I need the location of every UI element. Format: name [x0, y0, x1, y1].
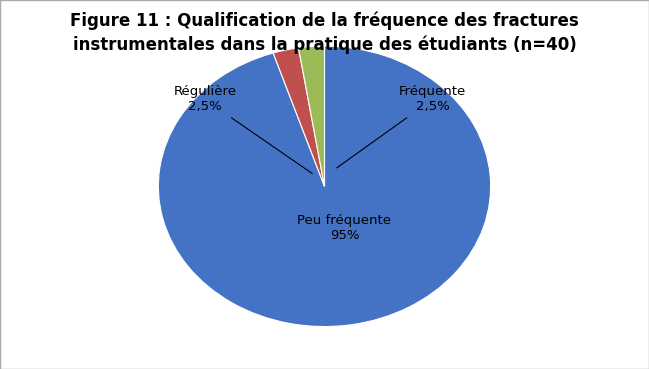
- Text: Fréquente
2,5%: Fréquente 2,5%: [337, 85, 466, 168]
- Wedge shape: [273, 48, 324, 186]
- Text: Peu fréquente
95%: Peu fréquente 95%: [297, 214, 391, 242]
- Text: Figure 11 : Qualification de la fréquence des fractures
instrumentales dans la p: Figure 11 : Qualification de la fréquenc…: [70, 11, 579, 54]
- Wedge shape: [158, 46, 491, 327]
- Text: Régulière
2,5%: Régulière 2,5%: [173, 85, 312, 173]
- Wedge shape: [299, 46, 324, 186]
